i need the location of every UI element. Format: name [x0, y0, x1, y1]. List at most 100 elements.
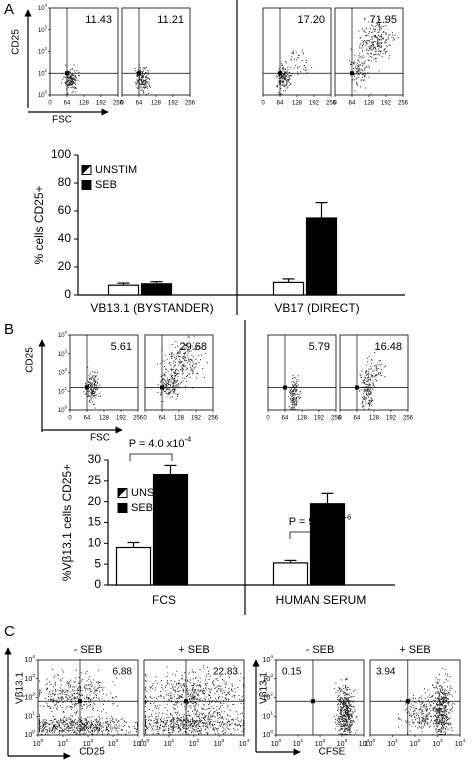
- event-dot: [443, 703, 444, 704]
- event-dot: [419, 720, 420, 721]
- event-dot: [305, 70, 306, 71]
- event-dot: [356, 68, 357, 69]
- x-tick-label: 101: [58, 738, 69, 747]
- event-dot: [61, 719, 62, 720]
- event-dot: [114, 727, 115, 728]
- event-dot: [421, 710, 422, 711]
- event-dot: [146, 67, 147, 68]
- event-dot: [148, 93, 149, 94]
- event-dot: [204, 705, 205, 706]
- event-dot: [422, 703, 423, 704]
- event-dot: [424, 723, 425, 724]
- event-dot: [298, 385, 299, 386]
- event-dot: [70, 719, 71, 720]
- quadrant-percentage: 6.88: [113, 667, 133, 678]
- event-dot: [161, 380, 162, 381]
- event-dot: [241, 703, 242, 704]
- event-dot: [175, 362, 176, 363]
- event-dot: [354, 79, 355, 80]
- event-dot: [341, 709, 342, 710]
- event-dot: [183, 728, 184, 729]
- event-dot: [91, 384, 92, 385]
- event-dot: [355, 690, 356, 691]
- x-tick-label-base: 10: [239, 741, 247, 748]
- event-dot: [192, 728, 193, 729]
- event-dot: [284, 75, 285, 76]
- event-dot: [194, 702, 195, 703]
- event-dot: [422, 717, 423, 718]
- event-dot: [392, 34, 393, 35]
- event-dot: [136, 729, 137, 730]
- event-dot: [448, 729, 449, 730]
- event-dot: [96, 682, 97, 683]
- event-dot: [383, 32, 384, 33]
- event-dot: [88, 393, 89, 394]
- event-dot: [155, 722, 156, 723]
- event-dot: [292, 390, 293, 391]
- event-dot: [350, 724, 351, 725]
- event-dot: [145, 76, 146, 77]
- event-dot: [69, 697, 70, 698]
- event-dot: [447, 690, 448, 691]
- event-dot: [426, 722, 427, 723]
- event-dot: [240, 725, 241, 726]
- event-dot: [178, 370, 179, 371]
- event-dot: [216, 691, 217, 692]
- event-dot: [85, 684, 86, 685]
- event-dot: [350, 734, 351, 735]
- event-dot: [102, 699, 103, 700]
- event-dot: [345, 734, 346, 735]
- event-dot: [95, 724, 96, 725]
- event-dot: [72, 83, 73, 84]
- x-tick-label-exponent: 2: [91, 738, 94, 744]
- event-dot: [364, 382, 365, 383]
- event-dot: [214, 731, 215, 732]
- event-dot: [446, 722, 447, 723]
- event-dot: [200, 722, 201, 723]
- event-dot: [66, 730, 67, 731]
- event-dot: [40, 726, 41, 727]
- event-dot: [71, 699, 72, 700]
- event-dot: [243, 685, 244, 686]
- event-dot: [185, 721, 186, 722]
- event-dot: [182, 733, 183, 734]
- event-dot: [367, 381, 368, 382]
- event-dot: [74, 697, 75, 698]
- event-dot: [69, 717, 70, 718]
- event-dot: [342, 685, 343, 686]
- event-dot: [78, 690, 79, 691]
- event-dot: [85, 730, 86, 731]
- event-dot: [168, 728, 169, 729]
- event-dot: [364, 396, 365, 397]
- event-dot: [93, 389, 94, 390]
- event-dot: [448, 724, 449, 725]
- event-dot: [180, 353, 181, 354]
- event-dot: [438, 712, 439, 713]
- event-dot: [243, 732, 244, 733]
- event-dot: [52, 669, 53, 670]
- event-dot: [76, 732, 77, 733]
- event-dot: [103, 723, 104, 724]
- event-dot: [370, 378, 371, 379]
- event-dot: [73, 722, 74, 723]
- event-dot: [196, 716, 197, 717]
- event-dot: [193, 726, 194, 727]
- event-dot: [231, 734, 232, 735]
- event-dot: [347, 714, 348, 715]
- event-dot: [361, 371, 362, 372]
- event-dot: [146, 76, 147, 77]
- event-dot: [424, 725, 425, 726]
- event-dot: [362, 70, 363, 71]
- event-dot: [53, 702, 54, 703]
- event-dot: [145, 721, 146, 722]
- event-dot: [218, 688, 219, 689]
- event-dot: [182, 697, 183, 698]
- event-dot: [286, 85, 287, 86]
- event-dot: [290, 408, 291, 409]
- event-dot: [236, 724, 237, 725]
- x-tick-label-base: 10: [293, 741, 301, 748]
- event-dot: [114, 722, 115, 723]
- event-dot: [146, 734, 147, 735]
- event-dot: [155, 676, 156, 677]
- event-dot: [370, 366, 371, 367]
